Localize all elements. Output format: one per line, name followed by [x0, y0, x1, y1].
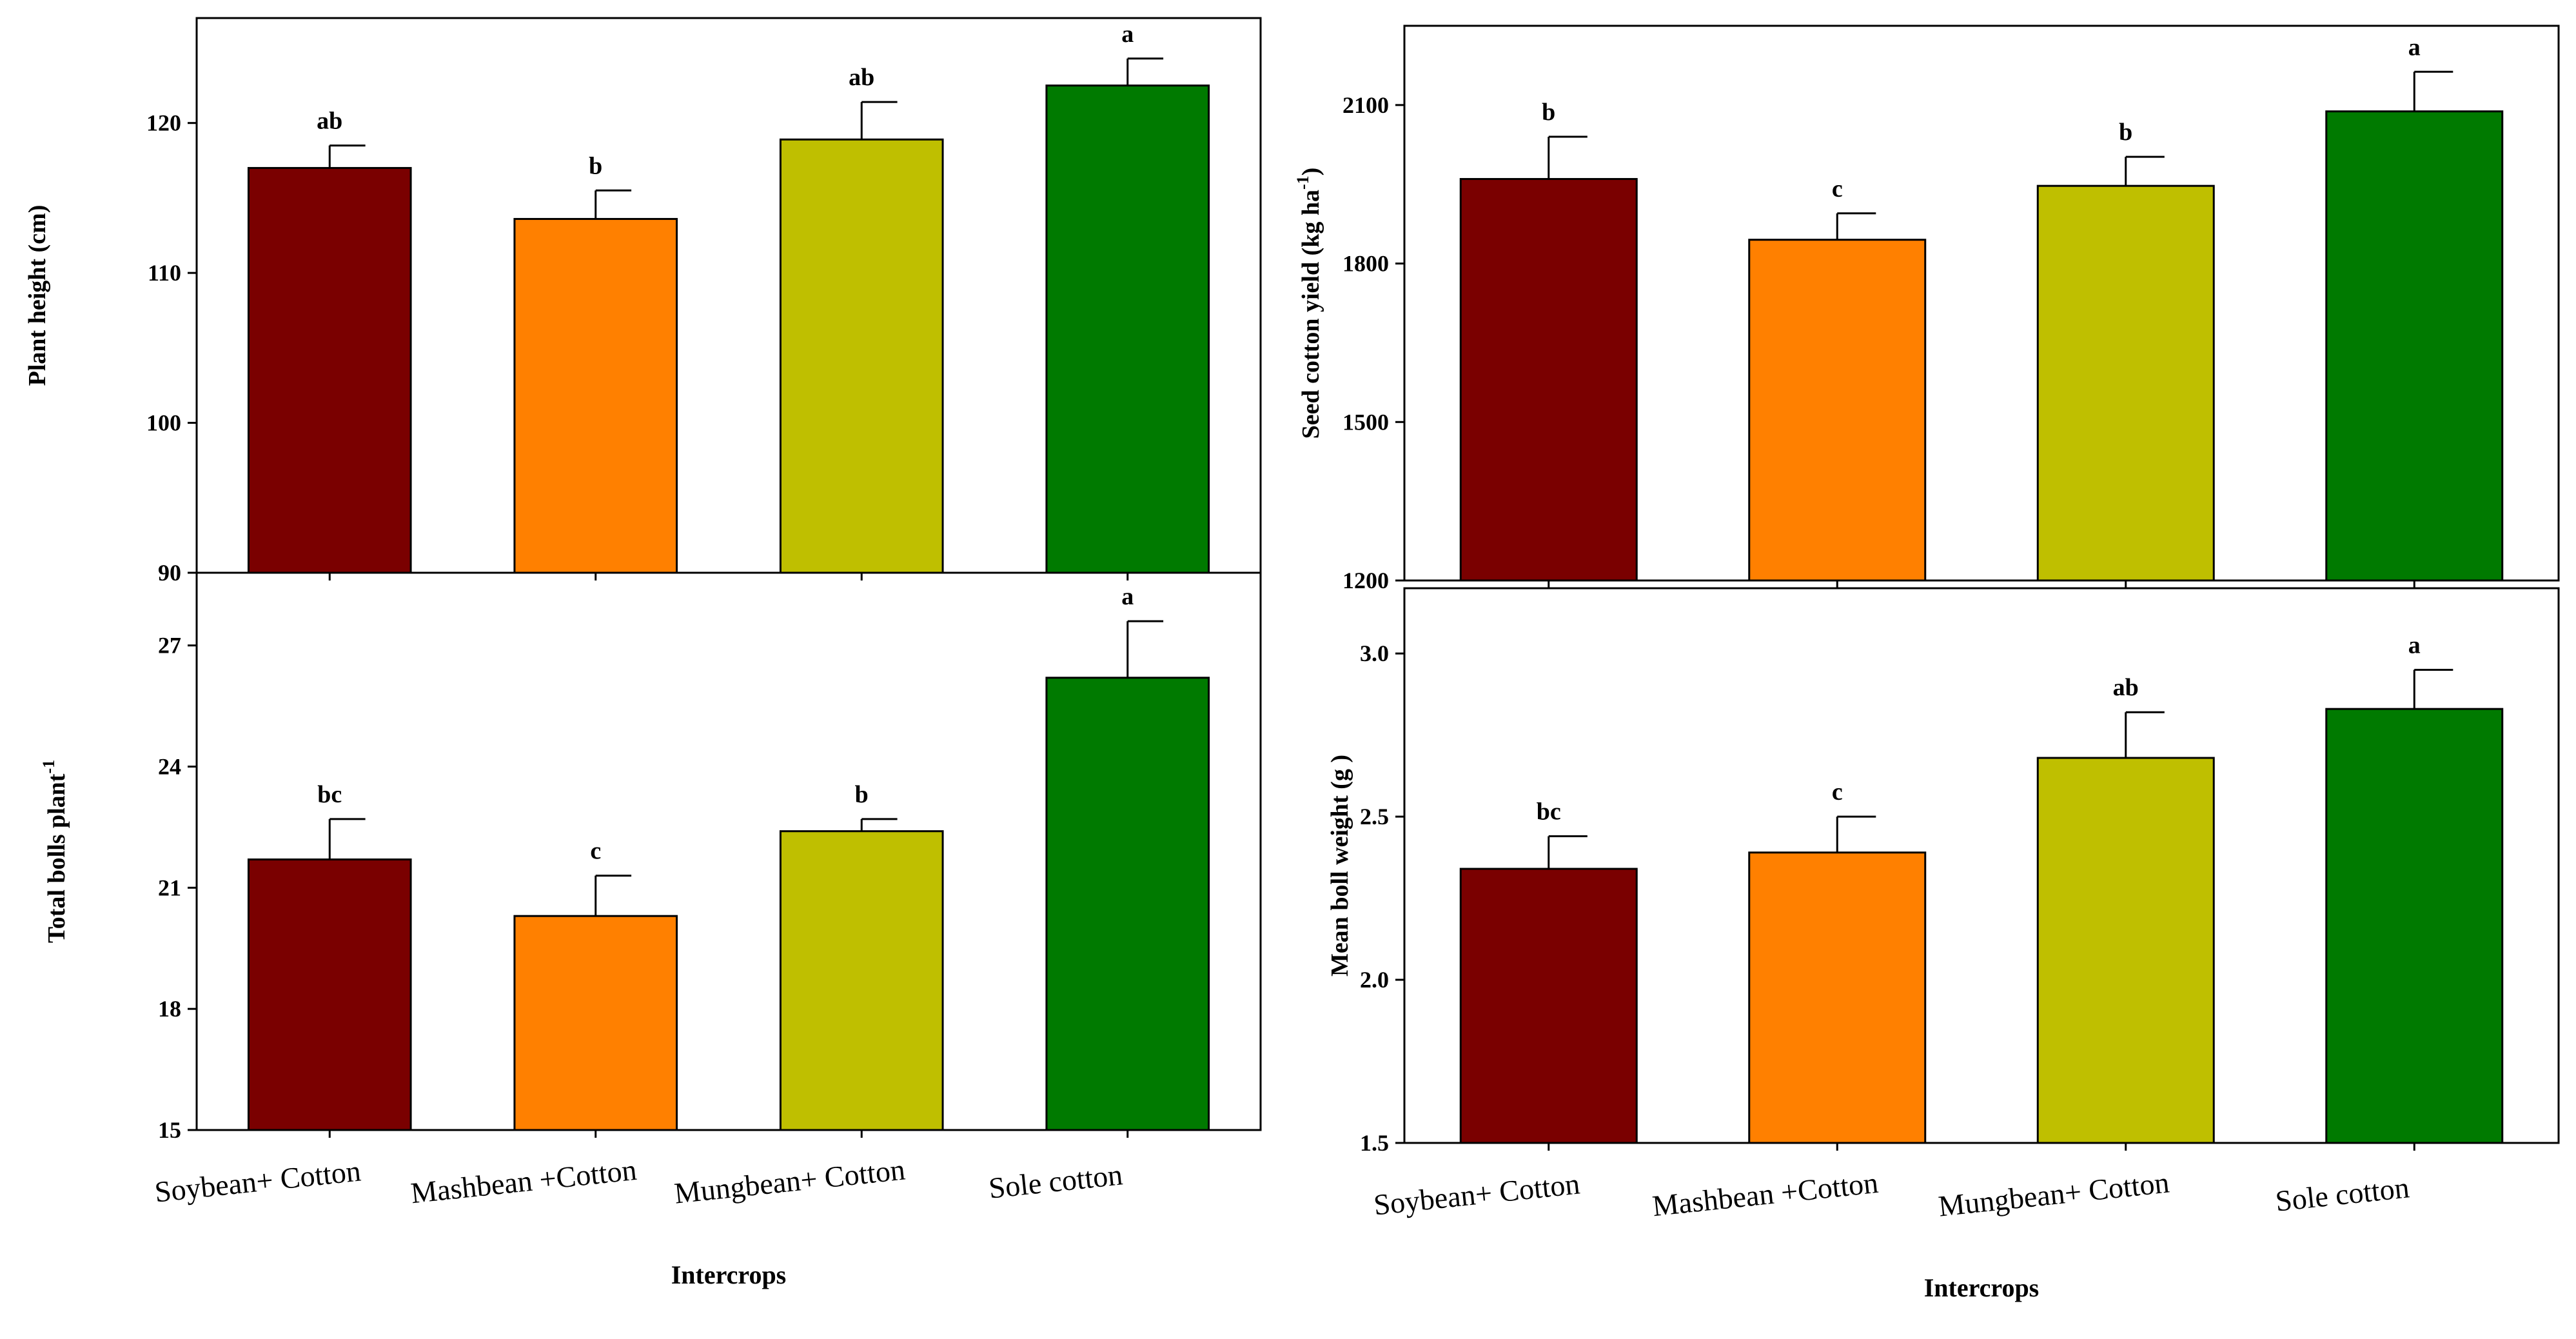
y-tick-label: 21 [158, 875, 181, 900]
y-tick-label: 90 [158, 560, 181, 586]
y-axis-title-text: Total bolls plant [43, 773, 70, 943]
y-tick-label: 1200 [1342, 568, 1389, 593]
y-axis-title: Seed cotton yield (kg ha-1) [1293, 168, 1324, 439]
y-tick-label: 1800 [1342, 251, 1389, 277]
significance-label: ab [317, 108, 342, 135]
y-tick-label: 18 [158, 996, 181, 1022]
significance-label: c [590, 838, 601, 865]
bar [1045, 677, 1210, 1131]
plot-frame [1403, 587, 2560, 1144]
bar [2325, 110, 2504, 582]
y-tick-label: 1.5 [1360, 1130, 1389, 1156]
chart-panel-3: 1200 1500 1800 2100 b c b a Seed cotton yield (k… [1293, 25, 2560, 593]
bar [247, 166, 412, 574]
chart-panel-1: 90 100 110 120 ab b ab a Plant height (cm) [24, 17, 1262, 586]
category-label: Mungbean+ Cotton [1937, 1165, 2171, 1222]
y-tick-label: 27 [158, 633, 181, 659]
y-axis-title-superscript: -1 [1293, 175, 1312, 190]
significance-label: a [1121, 21, 1134, 48]
significance-label: b [589, 152, 602, 179]
y-tick-label: 15 [158, 1117, 181, 1143]
y-axis-title-text: Plant height (cm) [24, 205, 51, 386]
significance-label: a [2408, 631, 2421, 659]
y-tick-label: 2.0 [1360, 967, 1389, 993]
bar [513, 217, 678, 574]
chart-panel-4: 1.5 2.0 2.5 3.0 bc Soybean+ Cotton c Mashbean +… [1326, 587, 2560, 1302]
category-label: Mungbean+ Cotton [673, 1153, 907, 1209]
category-label: Mashbean +Cotton [409, 1153, 638, 1209]
y-tick-label: 24 [158, 754, 181, 780]
category-label: Sole cotton [987, 1158, 1124, 1204]
significance-label: a [2408, 34, 2421, 61]
significance-label: a [1121, 583, 1134, 610]
category-label: Mashbean +Cotton [1651, 1166, 1880, 1222]
significance-label: ab [849, 64, 874, 91]
bar [779, 830, 944, 1131]
significance-label: b [2119, 119, 2132, 146]
bar [1748, 851, 1927, 1144]
bar [2036, 757, 2215, 1144]
category-label: Soybean+ Cotton [1372, 1167, 1582, 1221]
y-axis-title-close: ) [1297, 168, 1324, 176]
y-axis-title-text: Seed cotton yield (kg ha [1297, 190, 1324, 439]
bar [1459, 178, 1638, 582]
bar [2325, 708, 2504, 1144]
category-label: Soybean+ Cotton [153, 1154, 362, 1208]
bar [247, 858, 412, 1131]
y-axis-title: Total bolls plant-1 [39, 760, 70, 943]
x-axis-title: Intercrops [671, 1260, 787, 1289]
significance-label: b [1542, 99, 1555, 126]
y-tick-label: 3.0 [1360, 640, 1389, 666]
significance-label: ab [2113, 674, 2139, 701]
category-label: Sole cotton [2274, 1171, 2410, 1217]
significance-label: bc [1537, 798, 1561, 825]
significance-label: c [1832, 175, 1843, 203]
chart-panel-2: 15 18 21 24 27 bc Soybean+ Cotton c Mashbean +Co… [39, 571, 1262, 1289]
bar [1045, 84, 1210, 574]
bar [513, 915, 678, 1131]
y-tick-label: 2.5 [1360, 804, 1389, 829]
bar [1459, 868, 1638, 1144]
y-tick-label: 2100 [1342, 92, 1389, 118]
y-tick-label: 100 [146, 410, 181, 436]
y-tick-label: 1500 [1342, 409, 1389, 435]
bar [1748, 239, 1927, 582]
y-axis-title-text: Mean boll weight (g ) [1326, 755, 1353, 977]
plot-frame [195, 571, 1262, 1131]
significance-label: bc [317, 781, 342, 808]
x-axis-title: Intercrops [1924, 1273, 2040, 1302]
y-tick-label: 110 [148, 260, 181, 286]
significance-label: c [1832, 779, 1843, 806]
bar [2036, 184, 2215, 582]
y-axis-title: Plant height (cm) [24, 205, 51, 386]
y-axis-title: Mean boll weight (g ) [1326, 755, 1353, 977]
bar [779, 138, 944, 574]
y-axis-title-superscript: -1 [39, 760, 58, 774]
significance-label: b [855, 781, 869, 808]
plot-frame [1403, 25, 2560, 582]
y-tick-label: 120 [146, 110, 181, 136]
